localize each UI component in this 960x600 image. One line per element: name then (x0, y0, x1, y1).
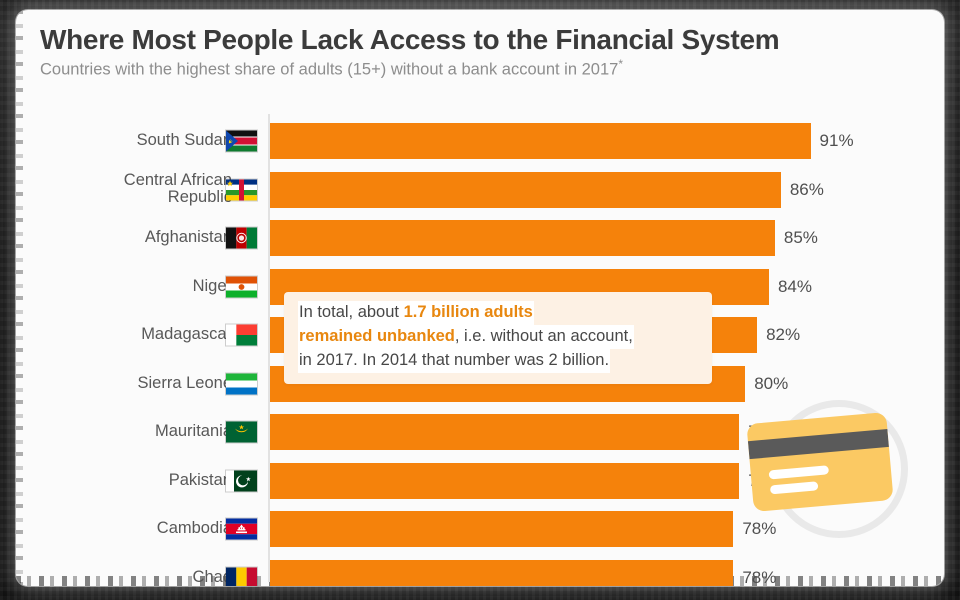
annotation-line-2-plain: , i.e. without an account, (454, 326, 633, 345)
credit-card-magnetic-stripe (747, 429, 889, 460)
bar (270, 220, 775, 256)
credit-card-line-1 (768, 465, 830, 480)
annotation-callout: In total, about 1.7 billion adults remai… (284, 292, 712, 384)
credit-card-icon (742, 388, 912, 538)
bar-label-niger: Niger (192, 276, 232, 295)
bar-label-central-african-republic: Central African Republic (123, 170, 232, 207)
bar-label-mauritania: Mauritania (154, 422, 232, 441)
credit-card-body (746, 412, 894, 512)
annotation-line-1: In total, about 1.7 billion adults (298, 301, 534, 325)
bar-label-cambodia: Cambodia (156, 519, 232, 538)
bar-label-south-sudan: South Sudan (136, 131, 232, 150)
bar-label-pakistan: Pakistan (168, 470, 232, 489)
table-row: Mauritania79% (36, 414, 924, 450)
south-sudan-flag (226, 130, 257, 152)
bar (270, 559, 734, 586)
pakistan-flag (226, 470, 257, 491)
bar (270, 123, 811, 159)
table-row: Chad 78% (36, 559, 924, 587)
mauritania-flag (226, 421, 257, 443)
bar-label-chad: Chad (192, 567, 232, 586)
madagascar-flag (226, 324, 257, 346)
table-row: Pakistan79% (36, 462, 924, 499)
page-title: Where Most People Lack Access to the Fin… (40, 24, 780, 55)
infographic-card: Where Most People Lack Access to the Fin… (16, 10, 944, 586)
bar-value-label: 78% (742, 519, 777, 538)
bar-value-label: 82% (766, 325, 801, 344)
bar-label-madagascar: Madagascar (141, 325, 232, 344)
bar-value-label: 80% (754, 373, 789, 393)
table-row: Afghanistan 85% (36, 220, 924, 256)
subtitle-asterisk: * (618, 57, 623, 72)
annotation-line-2: remained unbanked, i.e. without an accou… (298, 324, 634, 349)
bar-chart: South Sudan 91% Central African Republic 86%… (36, 112, 924, 586)
central-african-republic-flag (226, 179, 257, 200)
annotation-line-1-plain: In total, about (299, 303, 404, 321)
table-row: Central African Republic 86% (36, 170, 924, 208)
niger-flag (226, 276, 257, 297)
bar-value-label: 85% (783, 228, 818, 247)
table-row: Cambodia 78% (36, 511, 924, 547)
bar (270, 511, 734, 547)
subtitle-text: Countries with the highest share of adul… (40, 60, 619, 79)
bar (270, 414, 740, 450)
annotation-line-1-highlight: 1.7 billion adults (403, 303, 533, 321)
sierra-leone-flag (226, 373, 257, 394)
bar (270, 462, 740, 499)
cambodia-flag (226, 518, 257, 540)
table-row: South Sudan 91% (36, 123, 924, 159)
chad-flag (226, 567, 257, 586)
annotation-line-2-highlight: remained unbanked (299, 326, 455, 345)
afghanistan-flag (226, 227, 257, 249)
bar-value-label: 91% (819, 131, 854, 150)
bar-value-label: 78% (742, 567, 777, 587)
bar-value-label: 86% (789, 179, 824, 199)
bar-label-afghanistan: Afghanistan (144, 228, 232, 247)
bar (270, 171, 781, 208)
value-axis-line (268, 114, 270, 582)
bar-label-sierra-leone: Sierra Leone (137, 373, 232, 392)
page-subtitle: Countries with the highest share of adul… (40, 57, 924, 80)
bar-value-label: 84% (777, 276, 812, 296)
annotation-line-3: in 2017. In 2014 that number was 2 billi… (298, 348, 611, 373)
credit-card-line-2 (769, 481, 819, 495)
